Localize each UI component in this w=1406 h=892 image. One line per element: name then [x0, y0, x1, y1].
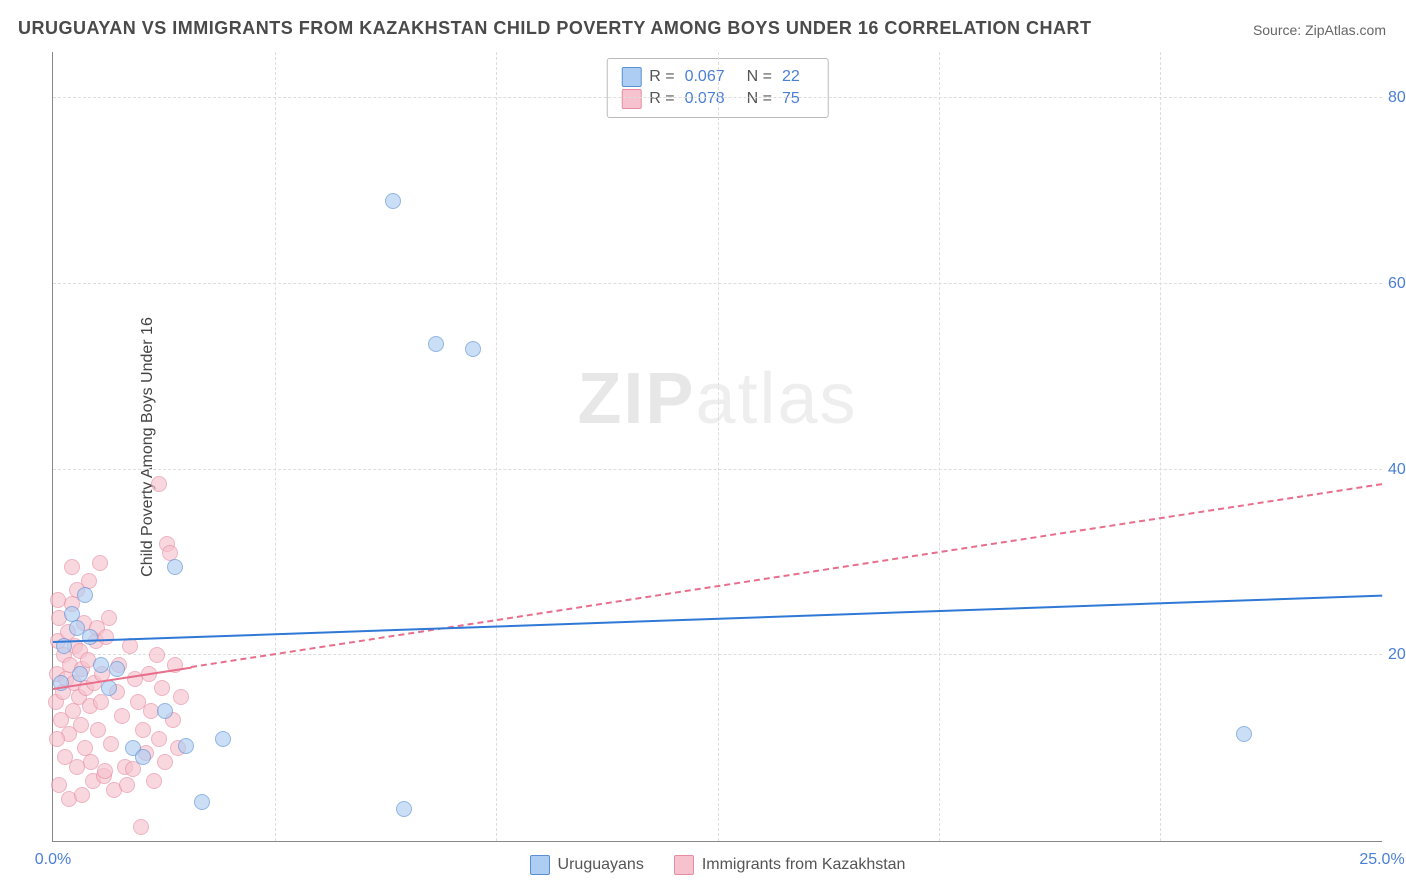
scatter-point-kazakhstan	[103, 736, 119, 752]
x-tick-label: 0.0%	[35, 851, 71, 869]
plot-region: ZIPatlas R = 0.067 N = 22 R = 0.078 N = …	[52, 52, 1382, 842]
y-tick-label: 80.0%	[1388, 89, 1406, 107]
scatter-point-kazakhstan	[101, 610, 117, 626]
scatter-point-kazakhstan	[64, 559, 80, 575]
swatch-kazakhstan	[621, 89, 641, 109]
scatter-point-kazakhstan	[74, 787, 90, 803]
scatter-point-kazakhstan	[90, 722, 106, 738]
scatter-point-kazakhstan	[135, 722, 151, 738]
scatter-point-uruguayans	[385, 193, 401, 209]
y-tick-label: 60.0%	[1388, 275, 1406, 293]
n-label: N =	[747, 68, 772, 86]
scatter-point-uruguayans	[194, 794, 210, 810]
y-tick-label: 40.0%	[1388, 461, 1406, 479]
scatter-point-uruguayans	[109, 661, 125, 677]
scatter-point-kazakhstan	[92, 555, 108, 571]
r-value-kazakhstan: 0.078	[685, 90, 725, 108]
scatter-point-kazakhstan	[114, 708, 130, 724]
scatter-point-kazakhstan	[149, 647, 165, 663]
source-label: Source: ZipAtlas.com	[1253, 22, 1386, 38]
n-label: N =	[747, 90, 772, 108]
x-tick-label: 25.0%	[1359, 851, 1404, 869]
gridline-v	[275, 52, 276, 841]
r-label: R =	[649, 90, 674, 108]
scatter-point-uruguayans	[77, 587, 93, 603]
scatter-point-uruguayans	[82, 629, 98, 645]
scatter-point-uruguayans	[167, 559, 183, 575]
chart-title: URUGUAYAN VS IMMIGRANTS FROM KAZAKHSTAN …	[18, 18, 1092, 39]
chart-area: Child Poverty Among Boys Under 16 ZIPatl…	[52, 52, 1382, 842]
watermark-atlas: atlas	[695, 359, 857, 439]
scatter-point-kazakhstan	[146, 773, 162, 789]
scatter-point-uruguayans	[396, 801, 412, 817]
scatter-point-kazakhstan	[154, 680, 170, 696]
legend-label-kazakhstan: Immigrants from Kazakhstan	[702, 856, 906, 874]
scatter-point-uruguayans	[1236, 726, 1252, 742]
legend-item-uruguayans: Uruguayans	[530, 855, 644, 875]
scatter-point-kazakhstan	[133, 819, 149, 835]
scatter-point-uruguayans	[157, 703, 173, 719]
regression-line	[191, 484, 1382, 669]
scatter-point-uruguayans	[93, 657, 109, 673]
r-value-uruguayans: 0.067	[685, 68, 725, 86]
gridline-v	[496, 52, 497, 841]
scatter-point-uruguayans	[69, 620, 85, 636]
series-legend: Uruguayans Immigrants from Kazakhstan	[53, 855, 1382, 875]
scatter-point-kazakhstan	[151, 476, 167, 492]
scatter-point-kazakhstan	[98, 629, 114, 645]
y-tick-label: 20.0%	[1388, 646, 1406, 664]
r-label: R =	[649, 68, 674, 86]
scatter-point-uruguayans	[215, 731, 231, 747]
scatter-point-uruguayans	[72, 666, 88, 682]
swatch-uruguayans	[621, 67, 641, 87]
scatter-point-kazakhstan	[50, 592, 66, 608]
scatter-point-kazakhstan	[93, 694, 109, 710]
scatter-point-uruguayans	[428, 336, 444, 352]
legend-item-kazakhstan: Immigrants from Kazakhstan	[674, 855, 906, 875]
scatter-point-kazakhstan	[49, 731, 65, 747]
watermark-zip: ZIP	[577, 359, 695, 439]
scatter-point-uruguayans	[178, 738, 194, 754]
scatter-point-uruguayans	[465, 341, 481, 357]
n-value-kazakhstan: 75	[782, 90, 800, 108]
scatter-point-kazakhstan	[173, 689, 189, 705]
swatch-kazakhstan	[674, 855, 694, 875]
scatter-point-kazakhstan	[73, 717, 89, 733]
gridline-v	[1160, 52, 1161, 841]
scatter-point-kazakhstan	[97, 763, 113, 779]
scatter-point-kazakhstan	[151, 731, 167, 747]
gridline-v	[939, 52, 940, 841]
legend-label-uruguayans: Uruguayans	[558, 856, 644, 874]
gridline-v	[718, 52, 719, 841]
swatch-uruguayans	[530, 855, 550, 875]
scatter-point-kazakhstan	[119, 777, 135, 793]
scatter-point-uruguayans	[135, 749, 151, 765]
scatter-point-kazakhstan	[157, 754, 173, 770]
n-value-uruguayans: 22	[782, 68, 800, 86]
